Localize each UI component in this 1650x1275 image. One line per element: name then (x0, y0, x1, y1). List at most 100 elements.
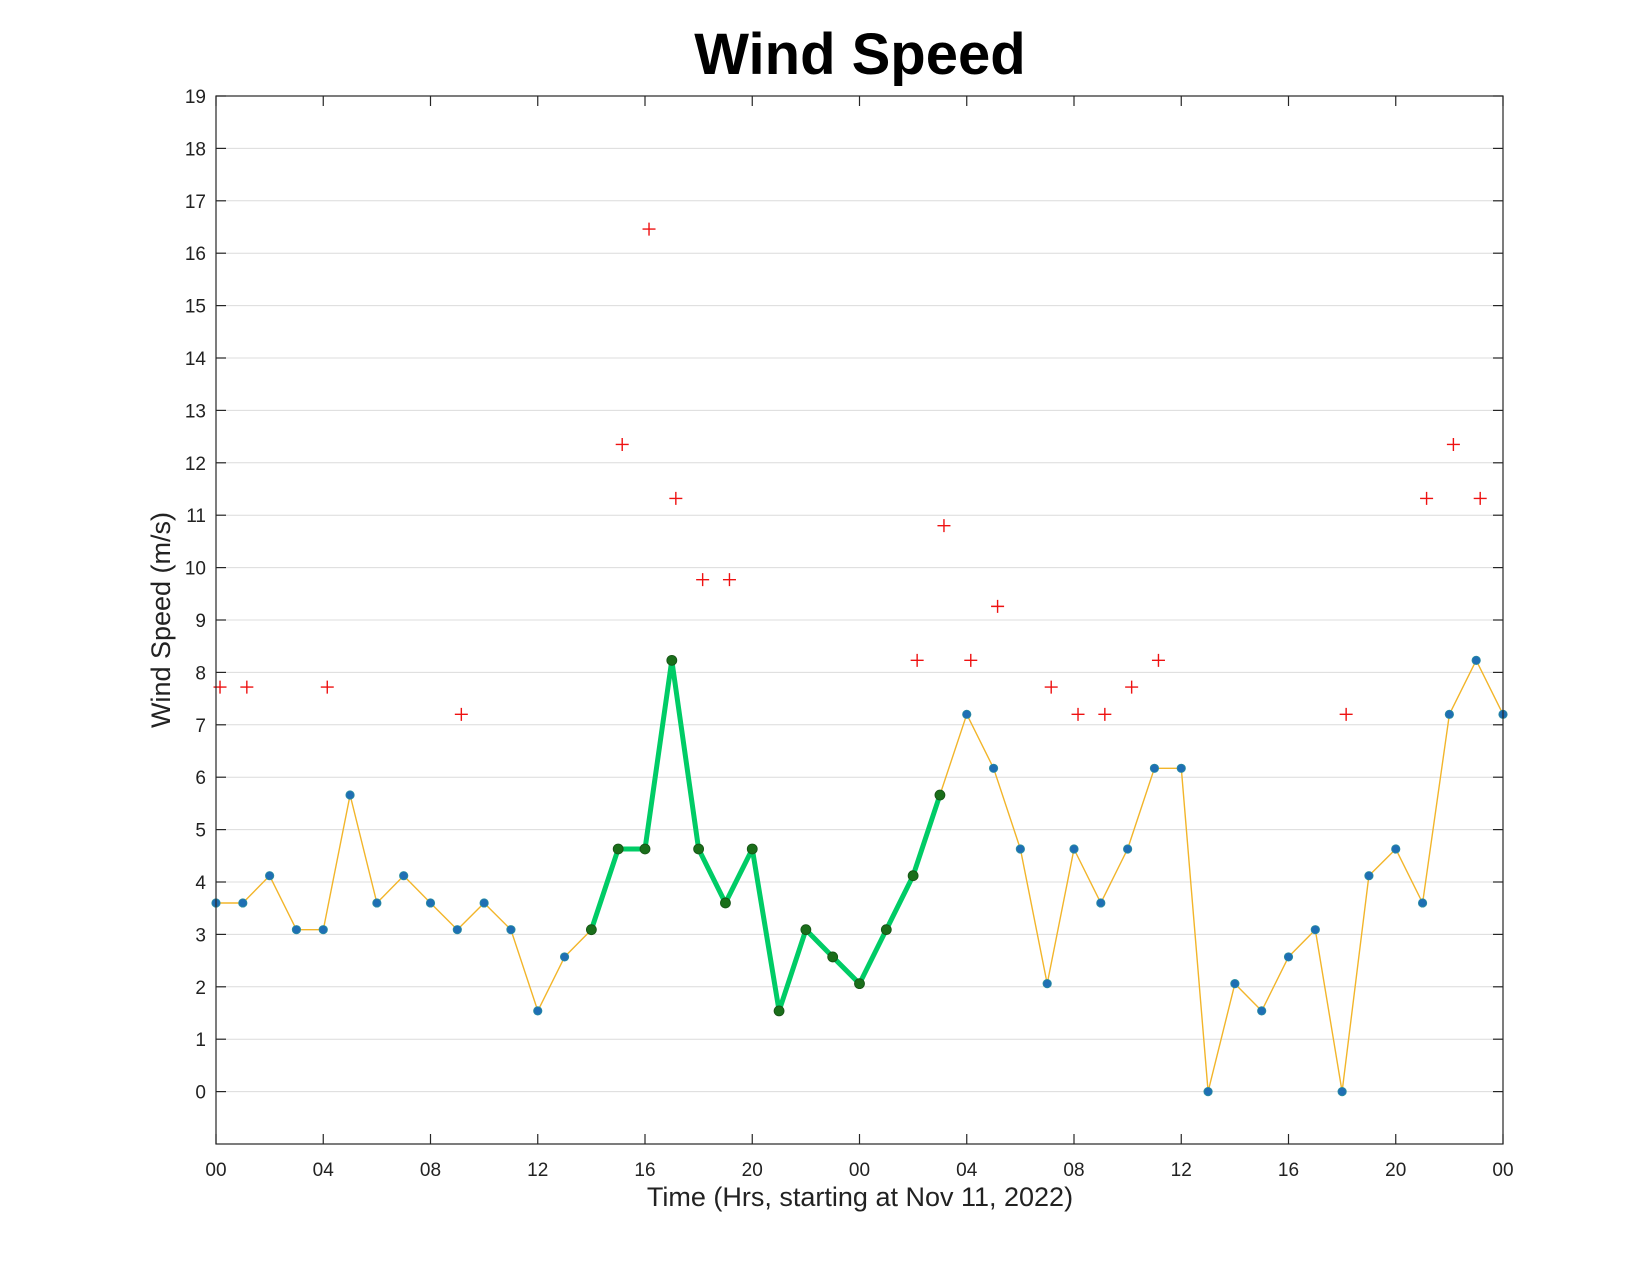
gust-point (937, 519, 951, 533)
wind-speed-point (452, 925, 462, 935)
x-tick-label-8: 08 (1063, 1160, 1084, 1181)
x-tick-label-1: 04 (313, 1160, 335, 1181)
gust-point (1446, 437, 1460, 451)
wind-speed-point (1203, 1087, 1213, 1097)
y-tick-label-7: 7 (195, 716, 206, 737)
gust-point (1125, 680, 1139, 694)
highlight-point (693, 843, 705, 855)
x-tick-labels: 00 04 08 12 16 20 00 04 08 12 16 20 00 (205, 1160, 1513, 1181)
y-tick-label-1: 1 (195, 1030, 206, 1051)
gust-point (1473, 491, 1487, 505)
y-tick-label-6: 6 (195, 768, 206, 789)
wind-speed-point (372, 898, 382, 908)
highlight-point (907, 870, 919, 882)
x-tick-label-5: 20 (742, 1160, 763, 1181)
y-tick-label-11: 11 (186, 506, 206, 527)
gust-point (991, 599, 1005, 613)
wind-speed-point (559, 952, 570, 962)
highlight-point (854, 978, 865, 990)
wind-speed-point (1337, 1087, 1347, 1097)
y-tick-label-0: 0 (195, 1083, 206, 1104)
wind-speed-point (425, 898, 436, 908)
gust-point (1071, 707, 1085, 721)
x-tick-label-9: 12 (1171, 1160, 1192, 1181)
wind-speed-point (962, 709, 972, 719)
x-tick-label-12: 00 (1492, 1160, 1513, 1181)
highlight-point (585, 924, 597, 936)
gust-point (1339, 707, 1353, 721)
wind-speed-point (1149, 763, 1160, 773)
gust-point (696, 573, 710, 587)
chart-title: Wind Speed (694, 22, 1025, 87)
highlight-point (773, 1005, 785, 1017)
gust-point (722, 573, 736, 587)
gust-point (454, 707, 468, 721)
wind-speed-point (1096, 898, 1106, 908)
highlight-point (612, 843, 624, 855)
highlight-point (746, 843, 758, 855)
wind-speed-point (265, 871, 275, 881)
highlight-point (827, 951, 839, 963)
y-tick-label-17: 17 (185, 192, 206, 213)
wind-speed-point (399, 871, 409, 881)
x-tick-label-7: 04 (956, 1160, 978, 1181)
wind-speed-point (1257, 1006, 1267, 1016)
wind-speed-point (1417, 898, 1428, 908)
y-axis-label: Wind Speed (m/s) (146, 512, 176, 728)
wind-speed-point (533, 1006, 543, 1016)
gust-point (642, 222, 656, 236)
highlight-point (880, 924, 892, 936)
wind-speed-point (318, 925, 328, 935)
y-tick-label-13: 13 (185, 401, 206, 422)
y-tick-label-9: 9 (195, 611, 206, 632)
x-tick-label-0: 00 (205, 1160, 226, 1181)
y-tick-label-10: 10 (185, 559, 206, 580)
wind-speed-point (988, 763, 999, 773)
highlight-point (934, 789, 946, 801)
wind-speed-point (1176, 763, 1186, 773)
wind-speed-point (1471, 655, 1481, 665)
gust-point (964, 653, 978, 667)
gust-point (910, 653, 924, 667)
y-tick-label-19: 19 (185, 87, 206, 108)
y-tick-label-18: 18 (185, 139, 206, 160)
wind-speed-point (1015, 844, 1025, 854)
y-tick-label-15: 15 (185, 297, 206, 318)
wind-speed-point (1310, 925, 1320, 935)
x-tick-label-2: 08 (420, 1160, 441, 1181)
wind-speed-point (1391, 844, 1401, 854)
x-axis-label: Time (Hrs, starting at Nov 11, 2022) (647, 1182, 1073, 1212)
gust-point (1151, 653, 1165, 667)
highlight-point (666, 654, 678, 666)
y-tick-label-12: 12 (185, 454, 206, 475)
highlight-point (639, 843, 651, 855)
gust-point (1044, 680, 1058, 694)
axis-ticks (215, 95, 1504, 1144)
y-tick-label-14: 14 (185, 349, 207, 370)
gust-point (1098, 707, 1112, 721)
wind-speed-point (479, 898, 489, 908)
y-tick-label-3: 3 (195, 925, 206, 946)
gust-point (669, 491, 683, 505)
y-tick-label-8: 8 (195, 663, 206, 684)
x-tick-label-11: 20 (1385, 1160, 1406, 1181)
wind-speed-point (238, 898, 248, 908)
wind-speed-point (1230, 979, 1240, 989)
gust-point (615, 437, 629, 451)
y-tick-label-4: 4 (195, 873, 206, 894)
gust-point (1420, 491, 1434, 505)
grid-lines (216, 95, 1503, 1093)
highlight-point (800, 924, 812, 936)
wind-speed-point (506, 925, 516, 935)
wind-speed-point (1123, 844, 1133, 854)
highlight-line-0 (588, 657, 943, 1014)
x-tick-label-10: 16 (1278, 1160, 1299, 1181)
wind-speed-point (1042, 979, 1052, 989)
plot-series (211, 222, 1508, 1097)
highlight-point (720, 897, 731, 909)
wind-speed-point (345, 790, 355, 800)
wind-speed-point (291, 925, 302, 935)
wind-speed-point (1069, 844, 1079, 854)
